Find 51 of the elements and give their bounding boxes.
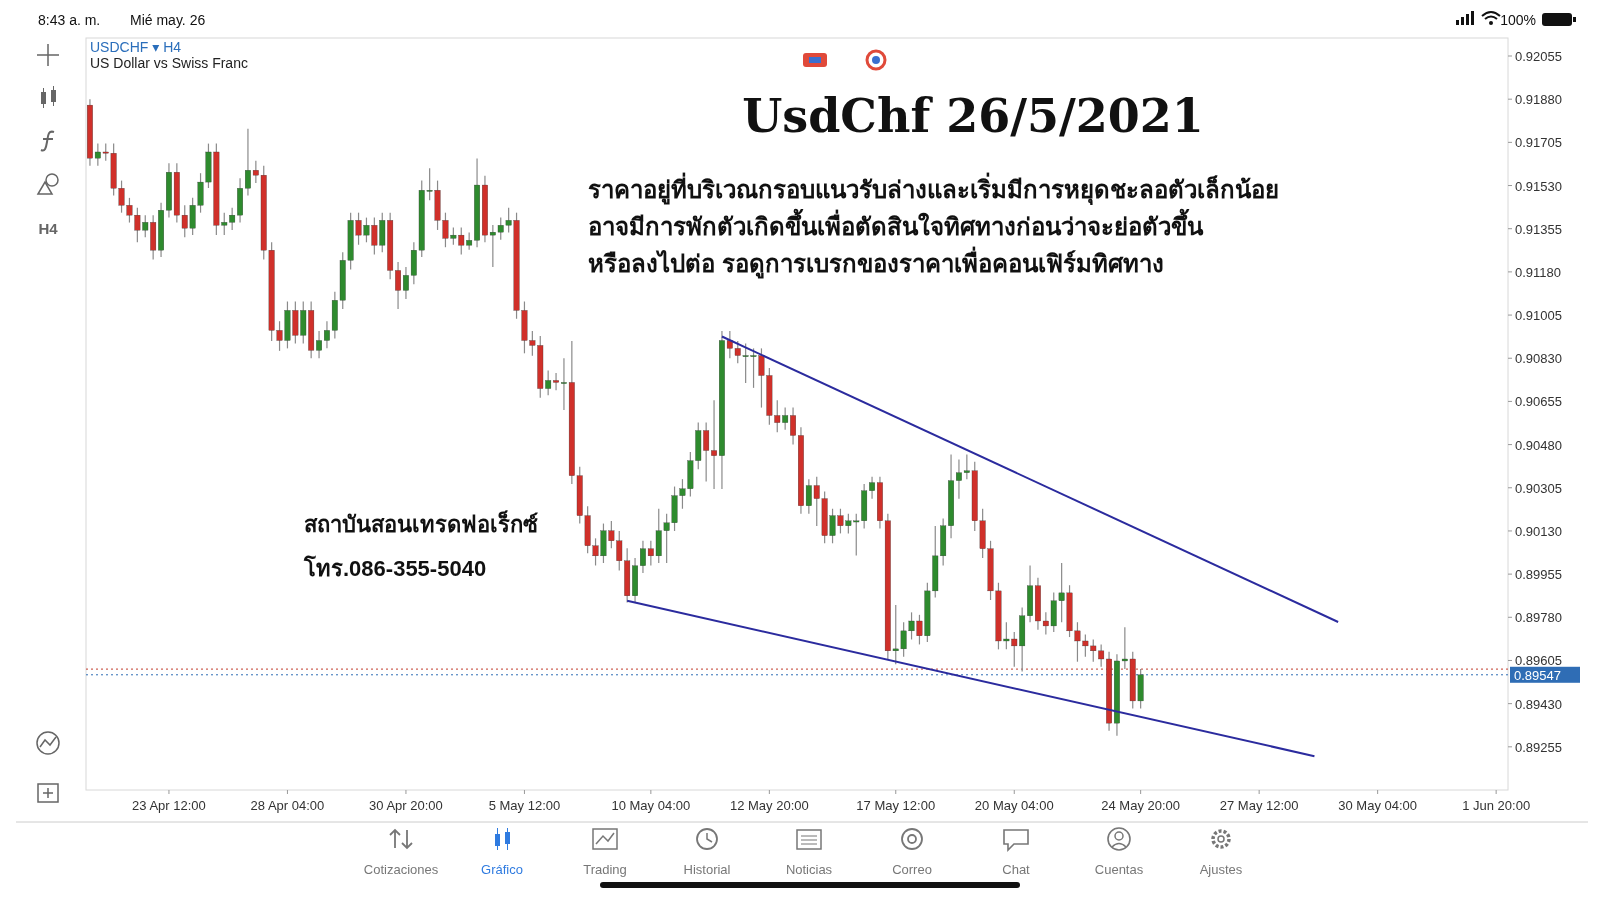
text: Ajustes — [1199, 862, 1243, 877]
annotation: โทร.086-355-5040 — [303, 555, 487, 581]
text: Noticias — [785, 862, 833, 877]
x-tick-label: 30 May 04:00 — [1338, 798, 1418, 813]
text: 8:43 a. m. — [38, 12, 101, 28]
x-tick-label: 30 Apr 20:00 — [369, 798, 443, 813]
text: Trading — [583, 862, 627, 877]
text: Historial — [683, 862, 731, 877]
y-tick-label: 0.91355 — [1515, 221, 1562, 237]
text: H4 — [38, 220, 59, 237]
x-tick-label: 20 May 04:00 — [974, 798, 1054, 813]
x-tick-label: 12 May 20:00 — [729, 798, 809, 813]
annotation: USDCHF ▾ H4 — [90, 39, 182, 55]
y-tick-label: 0.92055 — [1515, 49, 1562, 65]
y-tick-label: 0.89955 — [1515, 567, 1562, 583]
y-tick-label: 0.89605 — [1515, 653, 1562, 669]
text: Cuentas — [1094, 862, 1144, 877]
y-tick-label: 0.91705 — [1515, 135, 1562, 151]
ref-line-label: 0.89547 — [1514, 667, 1561, 683]
y-tick-label: 0.90655 — [1515, 394, 1562, 410]
y-tick-label: 0.89255 — [1515, 739, 1562, 755]
y-tick-label: 0.91880 — [1515, 92, 1562, 108]
text: 100% — [1500, 12, 1536, 28]
text: Chat — [1002, 862, 1031, 877]
annotation: ราคาอยู่ที่บริเวณกรอบแนวรับล่างและเริ่มมีการหยุดชะลอตัวเล็กน้อย — [588, 172, 1279, 206]
x-tick-label: 1 Jun 20:00 — [1462, 798, 1531, 813]
text: Mié may. 26 — [130, 12, 206, 28]
x-tick-label: 10 May 04:00 — [611, 798, 691, 813]
annotation: อาจมีการพักตัวเกิดขึ้นเพื่อตัดสินใจทิศทางก่อนว่าจะย่อตัวขึ้น — [588, 208, 1204, 240]
y-tick-label: 0.91180 — [1515, 264, 1562, 280]
x-tick-label: 17 May 12:00 — [856, 798, 936, 813]
y-tick-label: 0.91530 — [1515, 178, 1562, 194]
text: Gráfico — [481, 862, 523, 877]
x-tick-label: 27 May 12:00 — [1219, 798, 1299, 813]
y-tick-label: 0.90130 — [1515, 523, 1562, 539]
x-tick-label: 23 Apr 12:00 — [132, 798, 206, 813]
text: Cotizaciones — [363, 862, 439, 877]
y-tick-label: 0.90480 — [1515, 437, 1562, 453]
x-tick-label: 28 Apr 04:00 — [250, 798, 325, 813]
text: US Dollar vs Swiss Franc — [90, 55, 248, 71]
annotation: สถาบันสอนเทรดฟอเร็กซ์ — [304, 510, 538, 537]
y-tick-label: 0.91005 — [1515, 308, 1562, 324]
y-tick-label: 0.90305 — [1515, 480, 1562, 496]
x-tick-label: 24 May 20:00 — [1101, 798, 1181, 813]
annotation: หรือลงไปต่อ รอดูการเบรกของราคาเพื่อคอนเฟิร์มทิศทาง — [588, 246, 1164, 279]
y-tick-label: 0.89430 — [1515, 696, 1562, 712]
y-tick-label: 0.89780 — [1515, 610, 1562, 626]
text: UsdChf 26/5/2021 — [742, 89, 1204, 143]
text: Correo — [892, 862, 932, 877]
x-tick-label: 5 May 12:00 — [488, 798, 561, 813]
y-tick-label: 0.90830 — [1515, 351, 1562, 367]
